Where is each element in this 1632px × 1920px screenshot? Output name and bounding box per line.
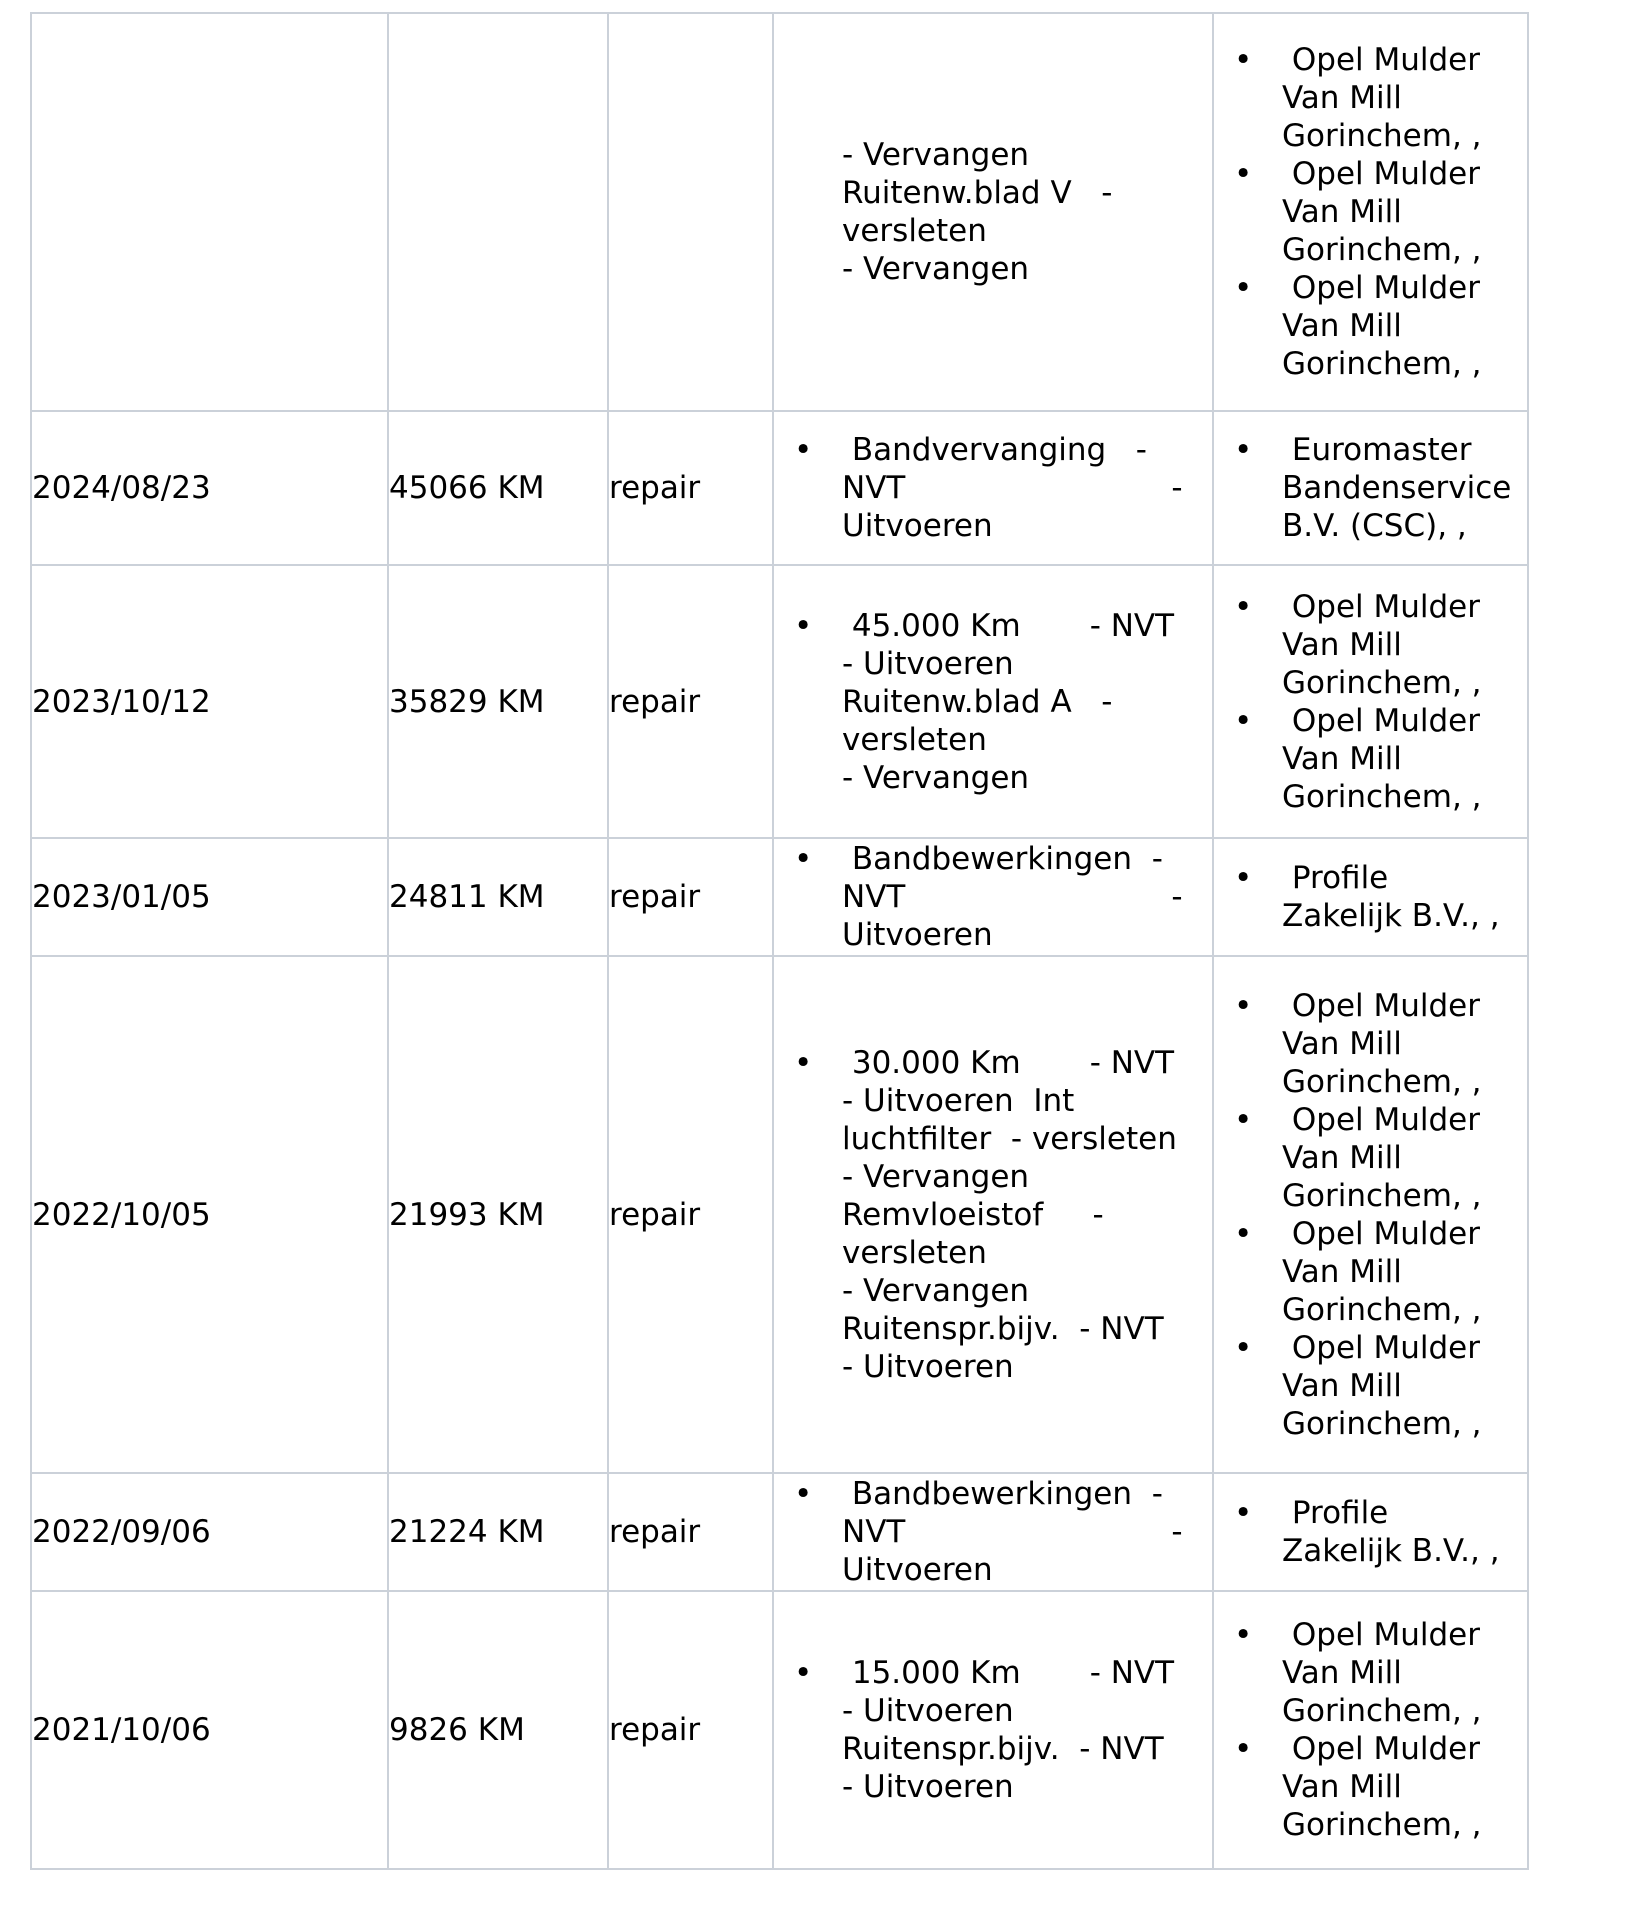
- service-type-value: repair: [609, 1514, 701, 1550]
- description-cell: Bandbewerkingen - NVT - Uitvoeren: [772, 837, 1214, 957]
- company-cell: Opel Mulder Van Mill Gorinchem, , Opel M…: [1212, 955, 1529, 1474]
- company-item: Euromaster Bandenservice B.V. (CSC), ,: [1215, 431, 1526, 545]
- date-cell: 2022/09/06: [30, 1472, 389, 1592]
- service-history-rows: - Vervangen Ruitenw.blad V - versleten -…: [30, 12, 1529, 1870]
- table-row: 2023/10/12 35829 KM repair 45.000 Km - NVT…: [30, 564, 1529, 839]
- description-cell: Bandvervanging - NVT - Uitvoeren: [772, 410, 1214, 566]
- mileage-cell: 9826 KM: [387, 1590, 609, 1870]
- service-work-item: Bandbewerkingen - NVT - Uitvoeren: [775, 1475, 1211, 1589]
- table-row: 2023/01/05 24811 KM repair Bandbewerkingen…: [30, 837, 1529, 957]
- mileage-cell: [387, 12, 609, 412]
- mileage-cell: 45066 KM: [387, 410, 609, 566]
- company-item: Opel Mulder Van Mill Gorinchem, ,: [1215, 1215, 1526, 1329]
- date-cell: 2021/10/06: [30, 1590, 389, 1870]
- mileage-cell: 35829 KM: [387, 564, 609, 839]
- table-row: 2024/08/23 45066 KM repair Bandvervanging …: [30, 410, 1529, 566]
- service-type-value: repair: [609, 1196, 701, 1233]
- date-value: 2021/10/06: [32, 1712, 211, 1748]
- company-cell: Opel Mulder Van Mill Gorinchem, , Opel M…: [1212, 564, 1529, 839]
- company-item: Opel Mulder Van Mill Gorinchem, ,: [1215, 1329, 1526, 1443]
- date-cell: 2024/08/23: [30, 410, 389, 566]
- company-item: Opel Mulder Van Mill Gorinchem, ,: [1215, 1616, 1526, 1730]
- description-cell: - Vervangen Ruitenw.blad V - versleten -…: [772, 12, 1214, 412]
- company-cell: Euromaster Bandenservice B.V. (CSC), ,: [1212, 410, 1529, 566]
- service-type-cell: [607, 12, 774, 412]
- company-item: Profile Zakelijk B.V., ,: [1215, 1494, 1526, 1570]
- company-item: Opel Mulder Van Mill Gorinchem, ,: [1215, 702, 1526, 816]
- mileage-cell: 21993 KM: [387, 955, 609, 1474]
- service-work-item: Bandvervanging - NVT - Uitvoeren: [775, 431, 1211, 545]
- company-cell: Opel Mulder Van Mill Gorinchem, , Opel M…: [1212, 1590, 1529, 1870]
- date-cell: [30, 12, 389, 412]
- mileage-value: 21993 KM: [389, 1196, 545, 1233]
- date-cell: 2022/10/05: [30, 955, 389, 1474]
- date-value: 2024/08/23: [32, 470, 211, 506]
- company-item: Opel Mulder Van Mill Gorinchem, ,: [1215, 155, 1526, 269]
- table-row: 2022/09/06 21224 KM repair Bandbewerkingen…: [30, 1472, 1529, 1592]
- service-work-item: 15.000 Km - NVT - Uitvoeren Ruitenspr.bi…: [775, 1654, 1211, 1806]
- description-cell: 30.000 Km - NVT - Uitvoeren Int luchtfil…: [772, 955, 1214, 1474]
- company-item: Opel Mulder Van Mill Gorinchem, ,: [1215, 987, 1526, 1101]
- description-cell: 15.000 Km - NVT - Uitvoeren Ruitenspr.bi…: [772, 1590, 1214, 1870]
- service-type-cell: repair: [607, 837, 774, 957]
- service-type-value: repair: [609, 683, 701, 720]
- company-item: Opel Mulder Van Mill Gorinchem, ,: [1215, 41, 1526, 155]
- service-type-cell: repair: [607, 955, 774, 1474]
- company-item: Opel Mulder Van Mill Gorinchem, ,: [1215, 588, 1526, 702]
- service-type-value: repair: [609, 1712, 701, 1748]
- service-history-table: - Vervangen Ruitenw.blad V - versleten -…: [30, 12, 1529, 1870]
- service-type-cell: repair: [607, 410, 774, 566]
- date-cell: 2023/10/12: [30, 564, 389, 839]
- service-type-cell: repair: [607, 564, 774, 839]
- service-work-item: 30.000 Km - NVT - Uitvoeren Int luchtfil…: [775, 1044, 1211, 1386]
- mileage-value: 45066 KM: [389, 470, 545, 506]
- description-cell: Bandbewerkingen - NVT - Uitvoeren: [772, 1472, 1214, 1592]
- service-work-item: Bandbewerkingen - NVT - Uitvoeren: [775, 840, 1211, 954]
- table-row: 2022/10/05 21993 KM repair 30.000 Km - NVT…: [30, 955, 1529, 1474]
- mileage-value: 21224 KM: [389, 1514, 545, 1550]
- company-cell: Profile Zakelijk B.V., ,: [1212, 1472, 1529, 1592]
- service-work-item: 45.000 Km - NVT - Uitvoeren Ruitenw.blad…: [775, 607, 1211, 797]
- date-value: 2022/09/06: [32, 1514, 211, 1550]
- service-type-cell: repair: [607, 1590, 774, 1870]
- service-type-cell: repair: [607, 1472, 774, 1592]
- date-value: 2022/10/05: [32, 1196, 211, 1233]
- mileage-value: 35829 KM: [389, 683, 545, 720]
- company-item: Opel Mulder Van Mill Gorinchem, ,: [1215, 1730, 1526, 1844]
- service-work-item-continuation: - Vervangen Ruitenw.blad V - versleten -…: [842, 137, 1113, 287]
- company-cell: Opel Mulder Van Mill Gorinchem, , Opel M…: [1212, 12, 1529, 412]
- table-row: - Vervangen Ruitenw.blad V - versleten -…: [30, 12, 1529, 412]
- date-value: 2023/10/12: [32, 683, 211, 720]
- mileage-cell: 24811 KM: [387, 837, 609, 957]
- mileage-cell: 21224 KM: [387, 1472, 609, 1592]
- table-row: 2021/10/06 9826 KM repair 15.000 Km - NVT …: [30, 1590, 1529, 1870]
- date-value: 2023/01/05: [32, 879, 211, 915]
- service-type-value: repair: [609, 879, 701, 915]
- mileage-value: 24811 KM: [389, 879, 545, 915]
- company-item: Profile Zakelijk B.V., ,: [1215, 859, 1526, 935]
- company-item: Opel Mulder Van Mill Gorinchem, ,: [1215, 1101, 1526, 1215]
- date-cell: 2023/01/05: [30, 837, 389, 957]
- company-item: Opel Mulder Van Mill Gorinchem, ,: [1215, 269, 1526, 383]
- service-type-value: repair: [609, 470, 701, 506]
- mileage-value: 9826 KM: [389, 1712, 525, 1748]
- company-cell: Profile Zakelijk B.V., ,: [1212, 837, 1529, 957]
- description-cell: 45.000 Km - NVT - Uitvoeren Ruitenw.blad…: [772, 564, 1214, 839]
